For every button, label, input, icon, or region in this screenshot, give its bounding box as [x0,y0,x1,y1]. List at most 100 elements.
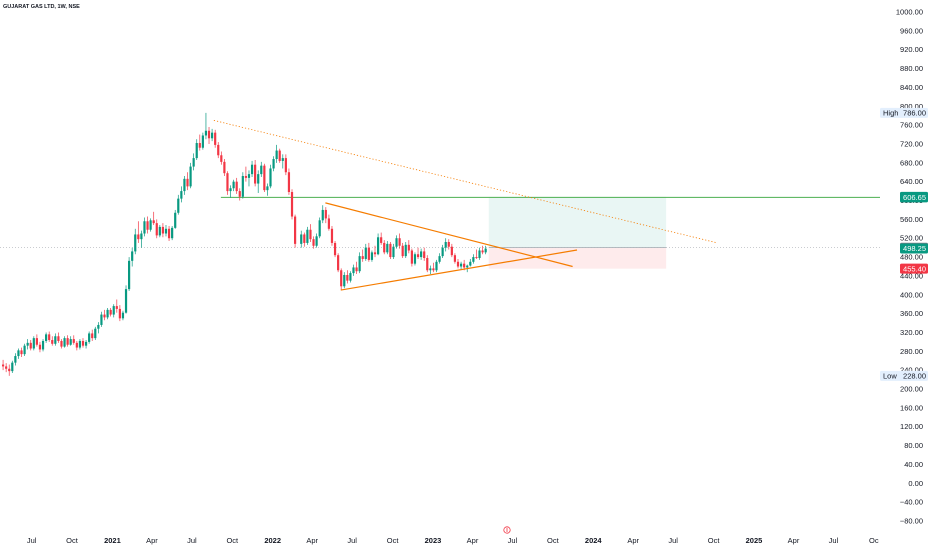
candle[interactable] [201,132,204,150]
candle[interactable] [269,164,272,189]
candle[interactable] [404,241,407,259]
candle[interactable] [45,332,48,343]
candle[interactable] [278,148,281,163]
candle[interactable] [346,270,349,284]
candle[interactable] [349,271,352,283]
candle[interactable] [171,225,174,241]
candle[interactable] [91,329,94,341]
candle[interactable] [389,241,392,259]
candle[interactable] [128,257,131,292]
candle[interactable] [398,233,401,249]
candle[interactable] [81,338,85,348]
candle[interactable] [223,159,226,177]
candle[interactable] [459,261,463,270]
candle[interactable] [453,253,457,264]
candle[interactable] [416,247,420,259]
candle[interactable] [94,326,97,341]
candle[interactable] [112,304,115,318]
candle[interactable] [35,334,38,347]
candle[interactable] [309,224,312,242]
candle[interactable] [124,285,128,314]
candle[interactable] [407,240,410,254]
candle[interactable] [383,240,386,255]
candle[interactable] [140,230,143,248]
candle[interactable] [352,264,355,276]
candle[interactable] [29,340,32,351]
candle[interactable] [484,245,487,255]
candle[interactable] [401,242,404,259]
candle[interactable] [198,134,201,151]
candle[interactable] [293,214,297,248]
candle[interactable] [232,179,235,192]
candle[interactable] [413,252,417,266]
candle[interactable] [14,353,17,366]
candle[interactable] [100,311,103,327]
candle[interactable] [88,331,91,344]
position-profit-zone[interactable] [488,196,667,248]
candle[interactable] [210,128,214,142]
candle[interactable] [303,232,306,247]
trendline[interactable] [325,202,573,268]
candle[interactable] [373,245,377,258]
candle[interactable] [41,339,45,352]
candle[interactable] [260,161,263,177]
candle[interactable] [8,364,11,376]
candle[interactable] [355,261,358,275]
candle[interactable] [214,129,217,148]
candle[interactable] [330,225,334,246]
candle[interactable] [204,112,208,140]
candle[interactable] [207,126,211,144]
candle[interactable] [257,170,260,193]
trendline[interactable] [340,249,578,291]
candle[interactable] [5,363,8,373]
time-axis[interactable]: Jul Oct 2021 Apr Jul Oct 2022 Apr Jul Oct 2023 Apr J… [27,536,879,545]
candle[interactable] [1,359,5,371]
candle[interactable] [392,243,395,259]
candle[interactable] [192,153,195,171]
candle[interactable] [438,253,441,264]
candle[interactable] [420,248,423,260]
candle[interactable] [456,258,460,269]
candle[interactable] [167,225,171,242]
candle[interactable] [364,243,367,261]
candle[interactable] [318,217,321,239]
candle[interactable] [321,205,324,224]
candle[interactable] [183,176,186,195]
events-marker[interactable] [503,526,511,534]
candle[interactable] [275,144,278,163]
candle[interactable] [450,243,453,258]
candle[interactable] [38,341,42,353]
candle[interactable] [250,160,254,177]
candle[interactable] [441,244,444,259]
candle[interactable] [174,209,177,229]
candle[interactable] [149,218,152,232]
candle[interactable] [69,336,72,346]
candle[interactable] [11,360,14,374]
candle[interactable] [315,233,318,248]
candle[interactable] [263,163,266,193]
candle[interactable] [386,241,389,255]
candle[interactable] [395,235,398,249]
candle[interactable] [229,185,232,198]
candle[interactable] [177,194,180,215]
candle[interactable] [361,249,364,262]
candle[interactable] [23,343,26,357]
candle[interactable] [51,336,54,346]
candle[interactable] [447,239,450,250]
candle[interactable] [72,335,75,345]
candle[interactable] [376,233,380,256]
candle[interactable] [254,159,257,187]
candle[interactable] [186,172,189,191]
candle[interactable] [131,247,134,267]
candle[interactable] [48,331,51,342]
price-axis[interactable]: 1000.00 960.00 920.00 880.00 840.00 800.00 760… [896,8,923,526]
candle[interactable] [84,340,88,349]
candle[interactable] [226,171,229,195]
candle[interactable] [367,242,370,262]
candle[interactable] [432,262,435,273]
candle[interactable] [426,255,429,273]
candle[interactable] [358,252,361,274]
candle[interactable] [161,223,165,238]
candle[interactable] [180,186,183,203]
